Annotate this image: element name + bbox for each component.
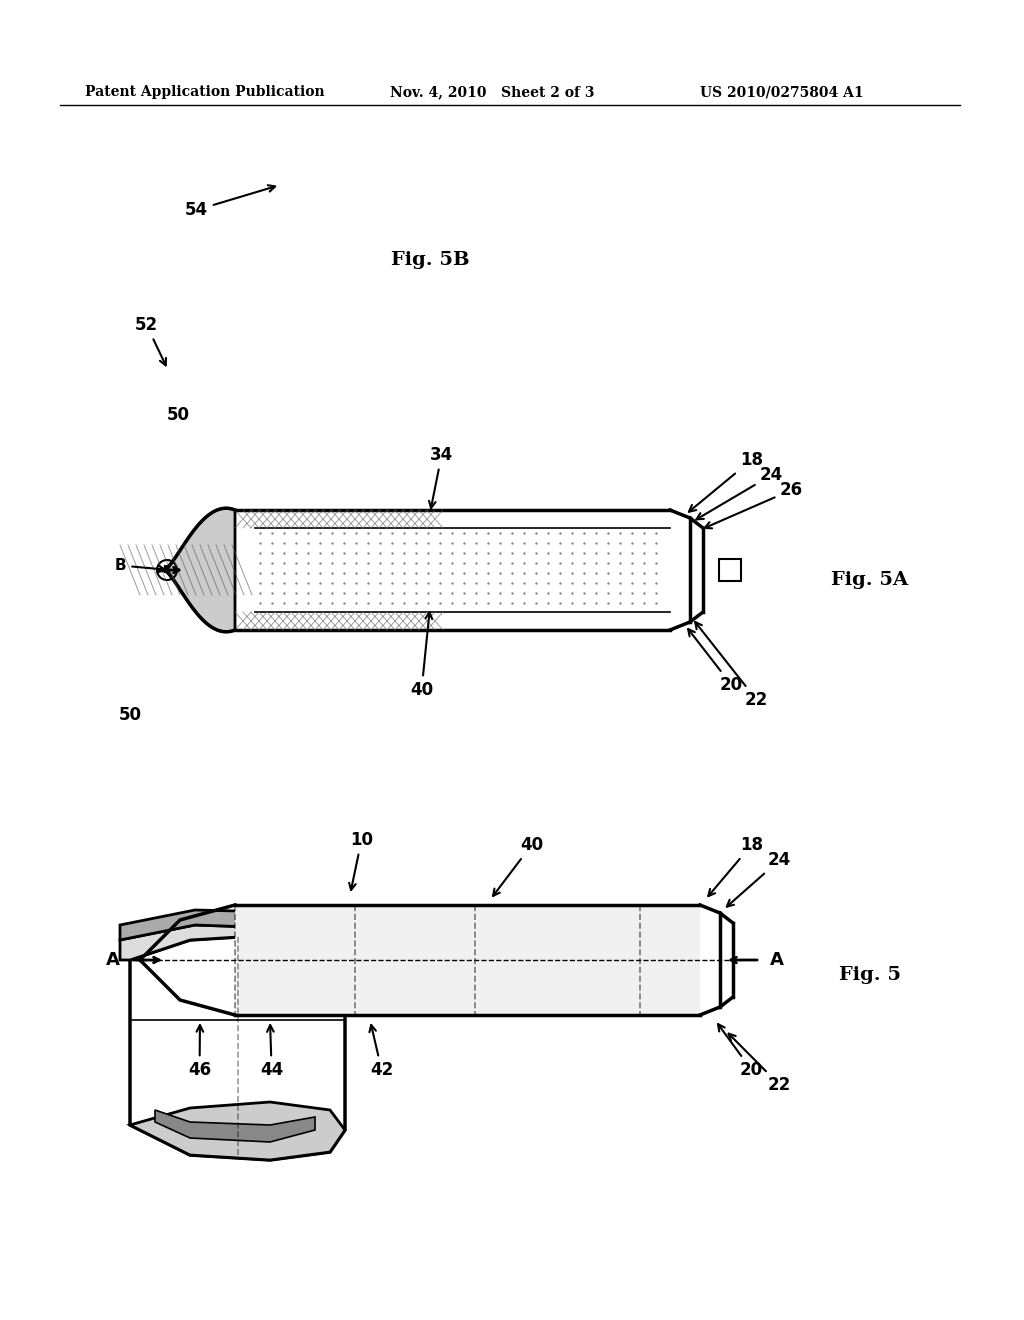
Text: 22: 22 [729, 1034, 792, 1094]
Bar [255, 528, 670, 612]
Bar [234, 906, 700, 1015]
Text: A: A [106, 950, 120, 969]
Text: Fig. 5A: Fig. 5A [831, 572, 908, 589]
Text: 10: 10 [349, 832, 373, 890]
Text: 18: 18 [709, 836, 763, 896]
Text: 52: 52 [135, 315, 166, 366]
Polygon shape [160, 508, 234, 632]
Text: 26: 26 [705, 480, 803, 528]
Text: 24: 24 [727, 851, 792, 907]
Text: B: B [115, 558, 165, 573]
Text: 18: 18 [689, 451, 763, 512]
Text: 22: 22 [695, 622, 768, 709]
Text: 54: 54 [185, 185, 275, 219]
Text: 40: 40 [410, 612, 433, 700]
Text: US 2010/0275804 A1: US 2010/0275804 A1 [700, 84, 863, 99]
Bar [719, 558, 741, 581]
Text: 44: 44 [260, 1026, 284, 1078]
Text: 20: 20 [718, 1024, 763, 1078]
Text: 34: 34 [429, 446, 454, 508]
Text: B: B [163, 565, 171, 576]
Text: Patent Application Publication: Patent Application Publication [85, 84, 325, 99]
Text: 50: 50 [167, 407, 189, 424]
Text: 20: 20 [688, 630, 743, 694]
Polygon shape [155, 1110, 315, 1142]
Text: Nov. 4, 2010   Sheet 2 of 3: Nov. 4, 2010 Sheet 2 of 3 [390, 84, 595, 99]
Text: 40: 40 [494, 836, 543, 896]
Polygon shape [120, 925, 358, 965]
Text: 42: 42 [370, 1024, 393, 1078]
Text: Fig. 5B: Fig. 5B [391, 251, 469, 269]
Polygon shape [120, 909, 350, 942]
Text: 46: 46 [188, 1026, 211, 1078]
Polygon shape [130, 1102, 345, 1160]
Text: Fig. 5: Fig. 5 [839, 966, 901, 983]
Text: A: A [770, 950, 784, 969]
Text: 50: 50 [119, 706, 141, 723]
Text: 24: 24 [696, 466, 783, 519]
Polygon shape [130, 935, 345, 1160]
